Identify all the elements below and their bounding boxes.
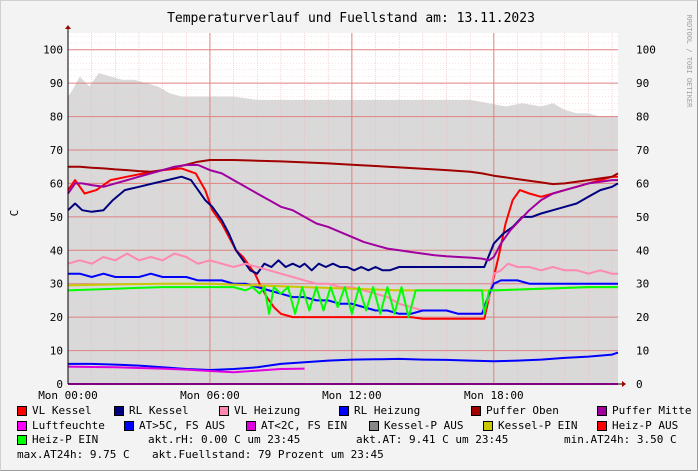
legend-swatch	[597, 420, 607, 431]
legend-label: Luftfeuchte	[32, 418, 105, 432]
y-tick-label-left: 10	[50, 345, 63, 358]
legend-label: Kessel-P EIN	[498, 418, 578, 432]
legend-label: Heiz-P EIN	[32, 433, 99, 447]
temperature-chart: Temperaturverlauf und Fuellstand am: 13.…	[8, 11, 693, 401]
y-tick-label-left: 60	[50, 177, 63, 190]
legend-item: Heiz-P AUS	[597, 419, 678, 434]
legend-label: Puffer Oben	[486, 404, 559, 417]
stat-at: akt.AT: 9.41 C um 23:45	[356, 433, 509, 447]
y-tick-label-right: 60	[636, 177, 649, 190]
x-axis-arrow	[622, 381, 626, 387]
y-tick-label-left: 90	[50, 77, 63, 90]
y-tick-label-left: 40	[50, 244, 63, 257]
legend-item: Puffer Oben	[471, 404, 559, 419]
legend-item: Kessel-P AUS	[369, 419, 463, 434]
watermark: RRDTOOL / TOBI OETIKER	[685, 15, 693, 109]
legend-item: RL Kessel	[114, 404, 189, 419]
legend: VL Kessel RL Kessel VL Heizung RL Heizun…	[17, 404, 693, 462]
y-tick-label-right: 90	[636, 77, 649, 90]
legend-label: RL Kessel	[129, 404, 189, 417]
y-tick-label-right: 10	[636, 345, 649, 358]
legend-item: Heiz-P EIN	[17, 433, 98, 448]
x-tick-label: Mon 06:00	[180, 389, 240, 401]
stat-max-at: max.AT24h: 9.75 C	[17, 447, 130, 461]
legend-item: VL Kessel	[17, 404, 92, 419]
x-tick-label: Mon 00:00	[38, 389, 98, 401]
y-tick-label-left: 20	[50, 311, 63, 324]
y-axis-arrow	[65, 25, 71, 29]
legend-label: VL Kessel	[32, 404, 92, 417]
y-tick-label-left: 80	[50, 111, 63, 124]
legend-swatch	[114, 406, 124, 417]
legend-item: Puffer Mitte	[597, 404, 691, 419]
fuellstand-area	[68, 73, 618, 384]
series-line	[68, 272, 618, 315]
legend-swatch	[483, 420, 493, 431]
series-line	[67, 164, 618, 262]
y-tick-label-right: 80	[636, 111, 649, 124]
legend-label: RL Heizung	[354, 404, 421, 417]
y-tick-label-left: 50	[50, 211, 63, 224]
legend-item: VL Heizung	[219, 404, 300, 419]
legend-item: Luftfeuchte	[17, 419, 105, 434]
series-line	[68, 351, 619, 371]
legend-item: AT>5C, FS AUS	[124, 419, 225, 434]
legend-row-4: max.AT24h: 9.75 C akt.Fuellstand: 79 Pro…	[17, 448, 693, 463]
legend-row-2: Luftfeuchte AT>5C, FS AUS AT<2C, FS EIN …	[17, 419, 693, 434]
x-tick-label: Mon 12:00	[322, 389, 382, 401]
legend-swatch	[219, 406, 229, 417]
legend-row-3: Heiz-P EIN akt.rH: 0.00 C um 23:45 akt.A…	[17, 433, 693, 448]
series-line	[67, 167, 618, 320]
y-axis-label: C	[8, 210, 21, 217]
y-tick-label-left: 30	[50, 278, 63, 291]
stat-fuellstand: akt.Fuellstand: 79 Prozent um 23:45	[152, 447, 384, 461]
legend-swatch	[17, 420, 27, 431]
legend-item: Kessel-P EIN	[483, 419, 577, 434]
legend-label: AT<2C, FS EIN	[261, 418, 348, 432]
legend-label: Heiz-P AUS	[612, 418, 679, 432]
legend-swatch	[597, 406, 607, 417]
legend-swatch	[17, 406, 27, 417]
legend-label: Puffer Mitte	[612, 404, 692, 417]
y-tick-label-right: 40	[636, 244, 649, 257]
legend-swatch	[471, 406, 481, 417]
y-tick-label-right: 20	[636, 311, 649, 324]
legend-swatch	[339, 406, 349, 417]
legend-swatch	[369, 420, 379, 431]
legend-item: RL Heizung	[339, 404, 420, 419]
y-tick-label-left: 100	[43, 44, 63, 57]
legend-item: AT<2C, FS EIN	[246, 419, 347, 434]
stat-min-at: min.AT24h: 3.50 C	[564, 433, 677, 447]
stat-rh: akt.rH: 0.00 C um 23:45	[148, 433, 301, 447]
legend-label: VL Heizung	[234, 404, 301, 417]
legend-row-1: VL Kessel RL Kessel VL Heizung RL Heizun…	[17, 404, 693, 419]
y-tick-label-right: 0	[636, 378, 643, 391]
y-tick-label-right: 100	[636, 44, 656, 57]
fuellstand-area-layer	[68, 73, 618, 384]
y-tick-label-right: 70	[636, 144, 649, 157]
y-tick-label-left: 70	[50, 144, 63, 157]
x-tick-label: Mon 18:00	[464, 389, 524, 401]
legend-swatch	[124, 420, 134, 431]
y-tick-label-right: 30	[636, 278, 649, 291]
series-line	[67, 365, 305, 374]
legend-swatch	[17, 435, 27, 446]
axis-layer: 0 0 10 10 20 20 30 30 40 40 50 50 60 60 70 70 80 80 90 90 10…	[38, 25, 656, 401]
y-tick-label-left: 0	[56, 378, 63, 391]
legend-swatch	[246, 420, 256, 431]
chart-title: Temperaturverlauf und Fuellstand am: 13.…	[167, 11, 535, 26]
series-line	[68, 159, 619, 186]
y-tick-label-right: 50	[636, 211, 649, 224]
legend-label: AT>5C, FS AUS	[139, 418, 226, 432]
legend-label: Kessel-P AUS	[384, 418, 464, 432]
series-line	[67, 286, 618, 319]
